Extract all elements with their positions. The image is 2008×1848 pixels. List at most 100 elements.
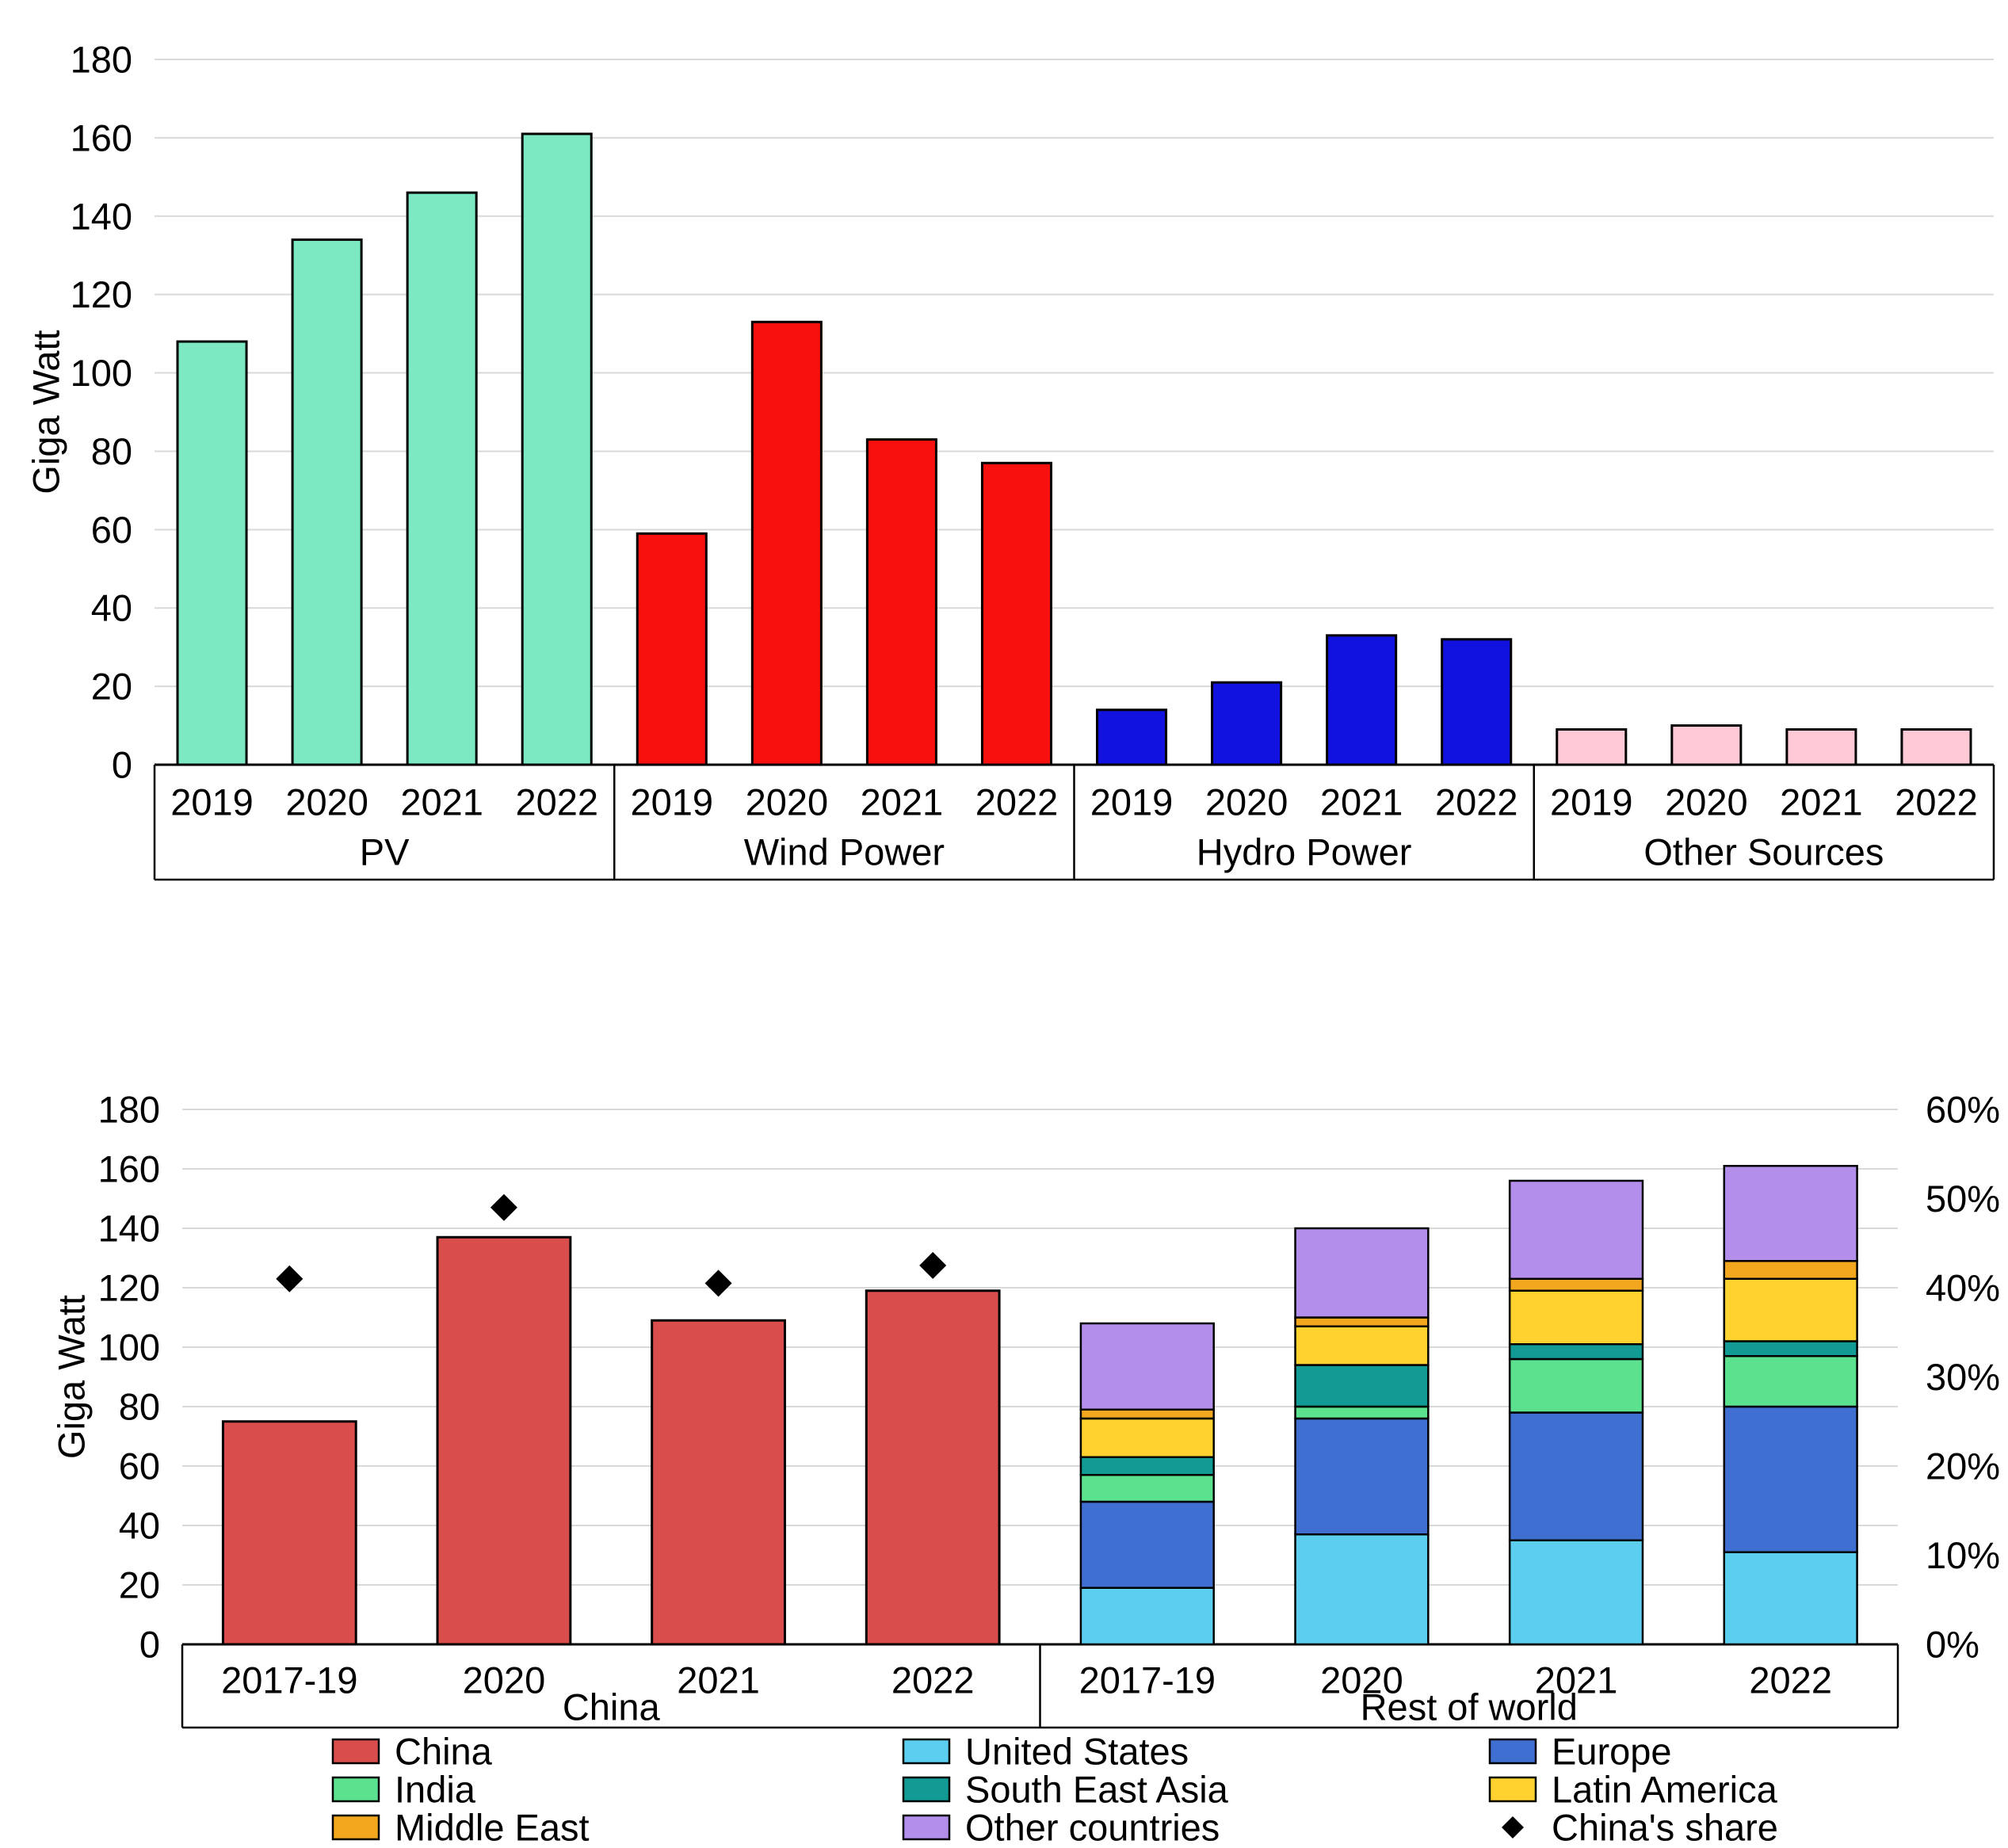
group-label-china: China (563, 1686, 661, 1728)
x-tick-label: 2020 (463, 1659, 546, 1701)
legend-label-united-states: United States (965, 1731, 1189, 1773)
bar-hydro-power-2022 (1441, 638, 1513, 766)
group-label-other-sources: Other Sources (1643, 831, 1884, 873)
legend-label-latin-america: Latin America (1552, 1769, 1778, 1811)
segment-united-states-2022 (1723, 1551, 1858, 1646)
x-tick-label: 2021 (1320, 781, 1403, 823)
y-tick-label: 80 (119, 1386, 160, 1428)
segment-europe-2022 (1723, 1405, 1858, 1553)
bar-other-sources-2021 (1785, 728, 1857, 766)
y-tick-label: 80 (91, 430, 132, 472)
bar-wind-power-2022 (980, 461, 1052, 766)
legend-swatch-china (331, 1738, 380, 1765)
legend-label-china-s-share: China's share (1552, 1807, 1778, 1848)
point-china-s-share-2020 (490, 1193, 517, 1221)
y-tick-label: 40 (91, 587, 132, 629)
x-tick-label: 2019 (1550, 781, 1633, 823)
segment-middle-east-2020 (1294, 1316, 1430, 1327)
bar-china-2022 (865, 1289, 1001, 1646)
group-label-pv: PV (360, 831, 410, 873)
legend-marker-china-s-share (1502, 1816, 1524, 1838)
x-tick-label: 2021 (861, 781, 944, 823)
y2-tick-label: 40% (1926, 1267, 2000, 1309)
segment-other-countries-2021 (1508, 1179, 1644, 1280)
x-tick-label: 2019 (1090, 781, 1174, 823)
legend-swatch-united-states (902, 1738, 951, 1765)
y-tick-label: 180 (98, 1089, 160, 1131)
x-tick-label: 2020 (285, 781, 368, 823)
bar-wind-power-2021 (865, 438, 937, 766)
segment-latin-america-2021 (1508, 1289, 1644, 1346)
y-tick-label: 0 (112, 744, 132, 786)
y-tick-label: 120 (98, 1267, 160, 1309)
y2-tick-label: 0% (1926, 1624, 1979, 1666)
y-axis-title: Giga Watt (51, 1295, 93, 1459)
x-tick-label: 2022 (1895, 781, 1978, 823)
segment-middle-east-2017-19 (1079, 1408, 1215, 1420)
legend-swatch-latin-america (1488, 1776, 1537, 1803)
bar-pv-2020 (291, 238, 363, 766)
x-tick-label: 2017-19 (221, 1659, 358, 1701)
segment-india-2017-19 (1079, 1474, 1215, 1503)
legend-swatch-middle-east (331, 1814, 380, 1841)
segment-other-countries-2020 (1294, 1227, 1430, 1319)
legend-label-china: China (395, 1731, 493, 1773)
bar-hydro-power-2019 (1096, 708, 1168, 766)
y-tick-label: 120 (71, 273, 132, 315)
bar-pv-2021 (406, 191, 478, 766)
y-tick-label: 60 (91, 509, 132, 551)
y-tick-label: 160 (71, 116, 132, 158)
bar-china-2021 (651, 1319, 786, 1646)
x-tick-label: 2019 (170, 781, 254, 823)
y2-tick-label: 20% (1926, 1445, 2000, 1487)
bar-other-sources-2022 (1900, 728, 1972, 766)
segment-europe-2017-19 (1079, 1500, 1215, 1589)
y-tick-label: 160 (98, 1148, 160, 1190)
y-tick-label: 40 (119, 1505, 160, 1547)
legend-swatch-europe (1488, 1738, 1537, 1765)
y-tick-label: 140 (71, 195, 132, 237)
group-label-wind-power: Wind Power (744, 831, 945, 873)
segment-other-countries-2017-19 (1079, 1322, 1215, 1411)
y2-tick-label: 50% (1926, 1178, 2000, 1220)
y-tick-label: 20 (91, 666, 132, 708)
segment-europe-2020 (1294, 1417, 1430, 1536)
x-tick-label: 2021 (400, 781, 483, 823)
y2-tick-label: 30% (1926, 1356, 2000, 1398)
x-tick-label: 2021 (677, 1659, 760, 1701)
segment-india-2020 (1294, 1405, 1430, 1420)
bar-hydro-power-2021 (1326, 634, 1398, 766)
segment-india-2022 (1723, 1355, 1858, 1408)
legend-label-india: India (395, 1769, 476, 1811)
bar-pv-2022 (521, 132, 593, 766)
x-tick-label: 2022 (515, 781, 598, 823)
bar-hydro-power-2020 (1211, 681, 1283, 766)
segment-united-states-2021 (1508, 1539, 1644, 1646)
x-tick-label: 2020 (746, 781, 829, 823)
segment-other-countries-2022 (1723, 1165, 1858, 1262)
bar-wind-power-2019 (636, 532, 708, 766)
x-tick-label: 2021 (1780, 781, 1863, 823)
chart-capacity-additions-by-source: 0 20 40 60 80 100 120 140 160 180 Giga Watt 2019 202… (25, 39, 1995, 881)
segment-south-east-asia-2022 (1723, 1340, 1858, 1357)
legend-label-europe: Europe (1552, 1731, 1672, 1773)
segment-india-2021 (1508, 1357, 1644, 1414)
group-label-rest-of-world: Rest of world (1361, 1686, 1578, 1728)
segment-latin-america-2020 (1294, 1325, 1430, 1366)
y-axis-title: Giga Watt (25, 330, 67, 494)
point-china-s-share-2021 (704, 1270, 732, 1297)
bar-china-2020 (436, 1235, 572, 1646)
group-label-hydro-power: Hydro Power (1197, 831, 1412, 873)
bar-pv-2019 (176, 340, 248, 766)
segment-middle-east-2021 (1508, 1277, 1644, 1292)
y-tick-label: 20 (119, 1564, 160, 1606)
y-tick-label: 100 (71, 352, 132, 394)
segment-latin-america-2022 (1723, 1277, 1858, 1342)
x-tick-label: 2022 (891, 1659, 975, 1701)
segment-latin-america-2017-19 (1079, 1417, 1215, 1458)
bar-other-sources-2019 (1556, 728, 1628, 766)
legend-label-middle-east: Middle East (395, 1807, 590, 1848)
segment-south-east-asia-2017-19 (1079, 1456, 1215, 1476)
legend-swatch-south-east-asia (902, 1776, 951, 1803)
